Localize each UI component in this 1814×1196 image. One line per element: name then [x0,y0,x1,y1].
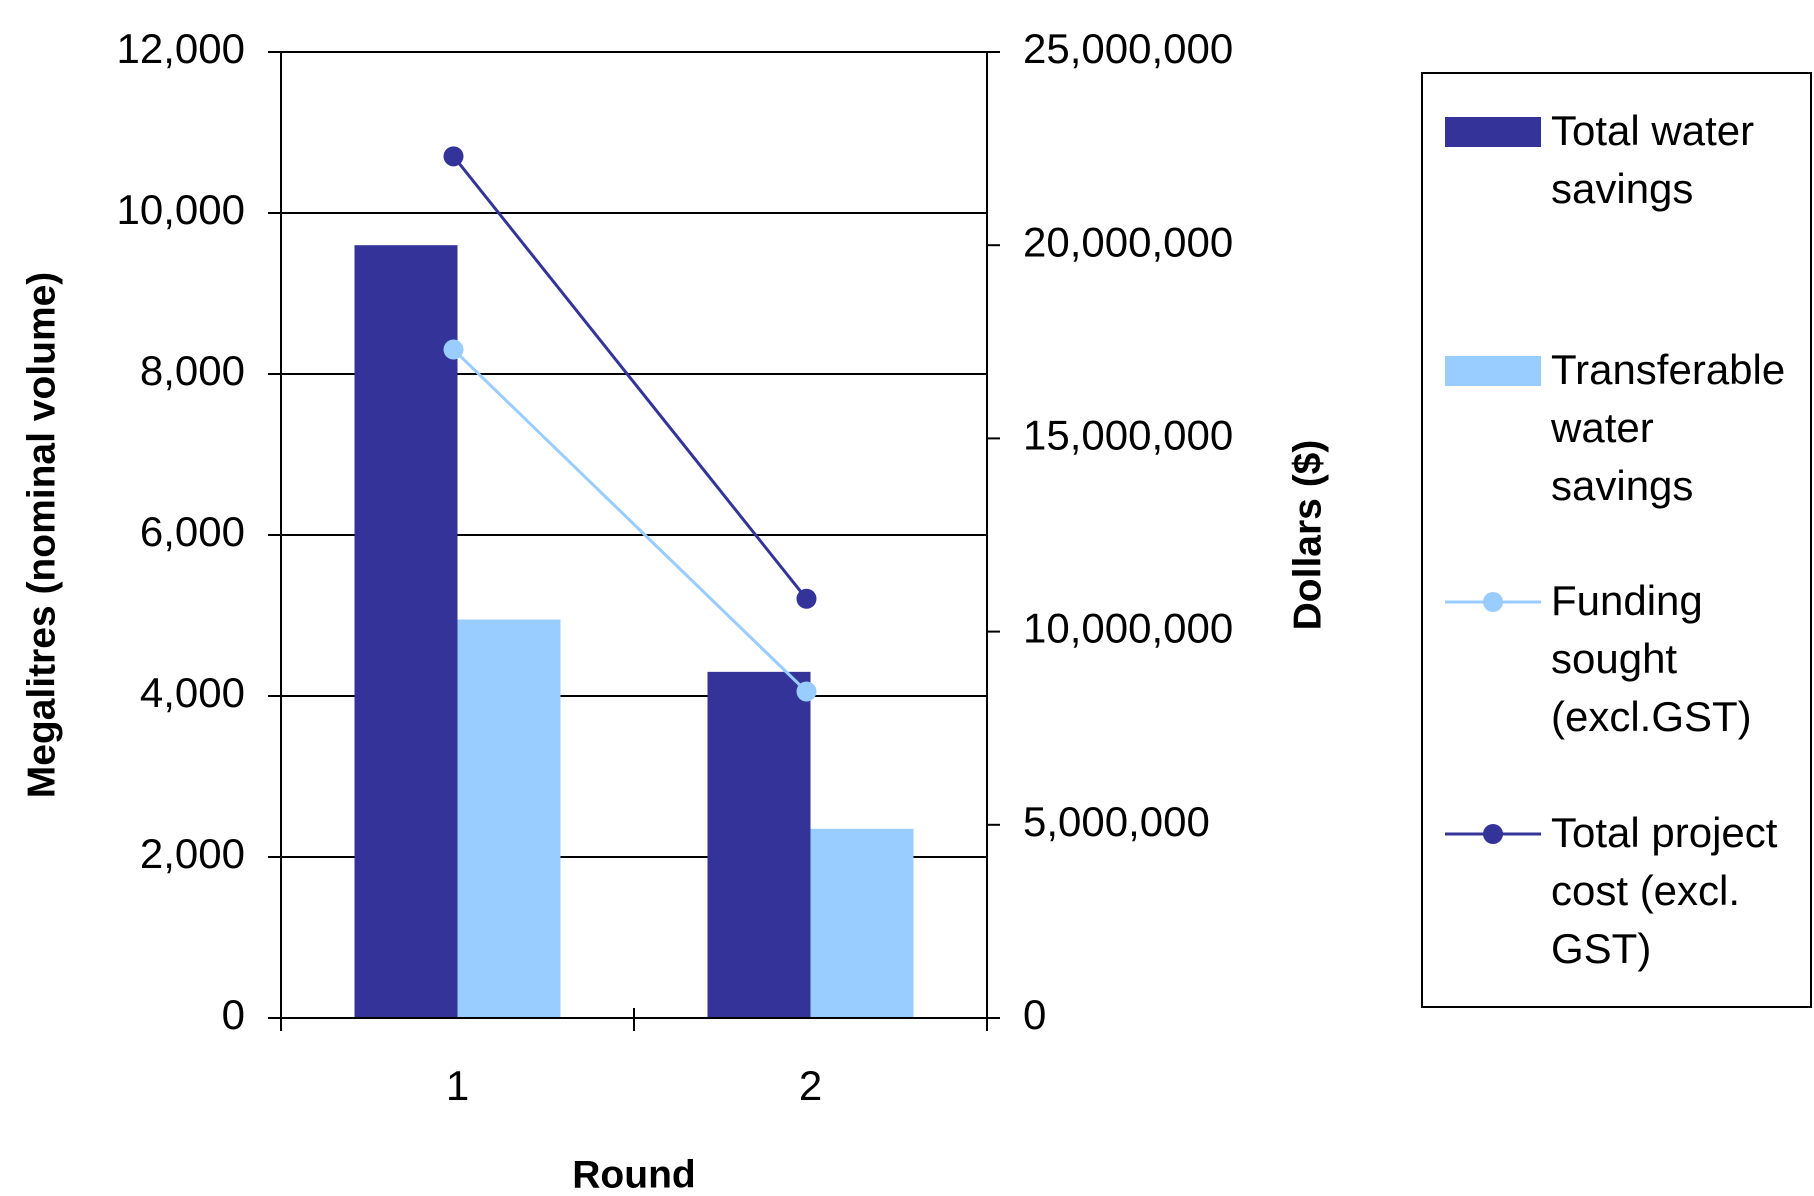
y-tick-label: 6,000 [140,508,245,555]
line-marker [443,339,464,360]
y2-tick-label: 10,000,000 [1023,605,1233,652]
y-tick-label: 12,000 [117,25,245,72]
y-tick-label: 10,000 [117,186,245,233]
y2-tick-label: 5,000,000 [1023,798,1210,845]
y2-tick-label: 0 [1023,991,1046,1038]
y2-tick-label: 20,000,000 [1023,218,1233,265]
bar [457,619,561,1018]
line [452,348,808,693]
legend-symbol [1445,824,1541,844]
bar [707,671,811,1018]
x-axis-title: Round [572,1153,695,1196]
bar [810,828,914,1018]
legend-label: Total project cost (excl. GST) [1551,809,1778,972]
legend-swatch [1445,356,1541,386]
legend-swatch [1445,117,1541,147]
legend-symbol [1445,592,1541,612]
x-tick-label: 1 [446,1062,469,1109]
line-marker [443,146,464,167]
legend-symbol [1445,356,1541,386]
y2-tick-label: 15,000,000 [1023,411,1233,458]
bar [354,245,458,1018]
legend-marker [1483,824,1503,844]
legend-label: Funding sought (excl.GST) [1551,577,1752,740]
line-marker [796,588,817,609]
legend-label: Transferable water savings [1551,346,1786,509]
y-axis-title: Megalitres (nominal volume) [20,272,63,799]
x-tick-label: 2 [799,1062,822,1109]
legend: Total water savings Transferable water sa… [1421,72,1812,1008]
legend-label: Total water savings [1551,107,1755,212]
y-tick-label: 2,000 [140,830,245,877]
line-marker [796,681,817,702]
legend-marker [1483,592,1503,612]
y-tick-label: 4,000 [140,669,245,716]
legend-symbol [1445,117,1541,147]
y-tick-label: 0 [222,991,245,1038]
y-tick-label: 8,000 [140,347,245,394]
y2-tick-label: 25,000,000 [1023,25,1233,72]
y2-axis-title: Dollars ($) [1286,440,1329,631]
line [452,155,808,600]
